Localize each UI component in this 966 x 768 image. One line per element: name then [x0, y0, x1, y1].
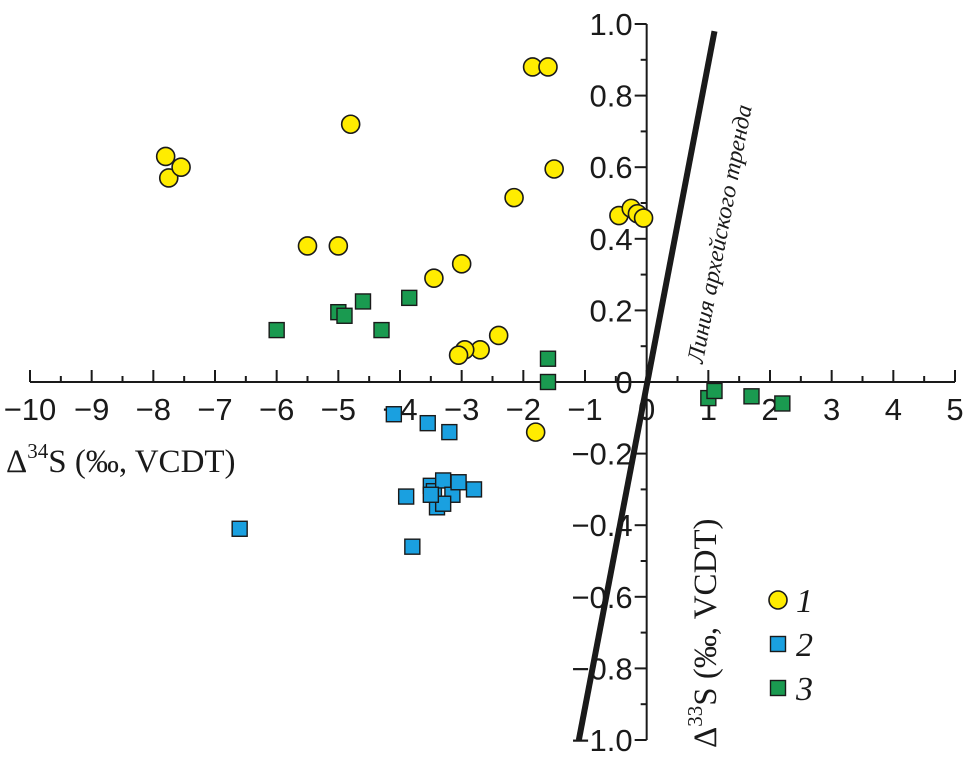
data-point-series-1 [525, 422, 546, 442]
x-tick-label: −3 [444, 392, 479, 427]
x-tick-label: 4 [885, 392, 902, 427]
data-point-series-1 [488, 325, 509, 346]
data-point-series-3 [336, 307, 353, 324]
legend-label-series-2: 2 [796, 627, 813, 664]
legend: 1 2 3 [768, 583, 813, 708]
data-point-series-1 [633, 208, 654, 228]
y-tick-label: 0.6 [590, 150, 633, 185]
x-tick-label: −7 [197, 392, 232, 427]
x-axis-title-sup: 34 [27, 439, 49, 463]
data-point-series-2 [397, 488, 415, 505]
data-point-series-2 [231, 520, 248, 537]
data-point-series-1 [538, 57, 558, 77]
x-tick-label: 5 [946, 392, 963, 427]
data-point-series-1 [171, 157, 191, 177]
legend-label-series-3: 3 [795, 671, 813, 708]
data-point-series-3 [539, 350, 557, 367]
data-point-series-1 [504, 187, 524, 208]
y-axis-title-rest: S (‰, VCDT) [688, 518, 724, 705]
y-tick-label: 0.4 [590, 222, 633, 257]
data-point-series-3 [706, 382, 723, 400]
x-axis-title-rest: S (‰, VCDT) [48, 444, 235, 480]
x-tick-label: 0 [638, 392, 655, 427]
x-axis-title: Δ34S (‰, VCDT) [6, 439, 236, 480]
data-point-series-3 [743, 388, 760, 405]
data-point-series-3 [774, 395, 791, 412]
data-point-series-2 [422, 486, 440, 503]
data-point-series-3 [268, 321, 285, 339]
data-point-series-2 [404, 538, 421, 555]
data-point-series-3 [373, 321, 390, 339]
data-point-series-2 [434, 472, 452, 489]
x-tick-label: −2 [506, 392, 541, 427]
y-axis-title-sup: 33 [683, 706, 707, 727]
data-point-series-1 [424, 268, 444, 288]
y-tick-label: −1.0 [571, 723, 632, 758]
legend-label-series-1: 1 [796, 583, 813, 620]
data-point-series-2 [441, 423, 458, 441]
x-tick-label: 3 [823, 392, 840, 427]
y-axis-title-delta: Δ [688, 727, 724, 748]
y-tick-label: −0.4 [571, 508, 632, 543]
y-tick-label: −0.8 [571, 651, 632, 686]
y-tick-label: 0.8 [590, 79, 633, 114]
x-axis-title-delta: Δ [6, 444, 27, 480]
data-point-series-3 [401, 289, 418, 307]
x-tick-label: −9 [74, 392, 109, 427]
data-point-series-3 [354, 293, 372, 310]
legend-marker-series-3 [769, 679, 787, 697]
data-point-series-1 [451, 254, 472, 274]
y-ticks: 1.0 0.8 0.6 0.4 0.2 −0.2 −0.4 −0.6 −0.8 −1.0 0 [571, 7, 647, 758]
y-tick-label: −0.6 [571, 580, 632, 615]
data-point-series-1 [544, 159, 564, 179]
data-point-series-1 [448, 345, 469, 365]
x-tick-label: −5 [321, 392, 356, 427]
y-tick-label: 0.2 [590, 293, 633, 328]
data-point-series-1 [158, 168, 179, 188]
data-point-series-2 [385, 406, 403, 423]
data-point-series-1 [297, 236, 318, 256]
x-tick-label: −10 [4, 392, 57, 427]
y-tick-label: −0.2 [571, 437, 632, 472]
data-point-series-2 [434, 495, 452, 512]
x-tick-label: −8 [136, 392, 171, 427]
data-point-series-2 [465, 481, 483, 498]
data-point-series-2 [419, 414, 436, 432]
data-point-series-1 [155, 146, 176, 167]
y-axis-title: Δ33S (‰, VCDT) [683, 518, 724, 748]
x-tick-label: −1 [567, 392, 602, 427]
x-tick-label: −6 [259, 392, 294, 427]
y-tick-label: 1.0 [590, 7, 633, 42]
data-point-series-2 [450, 474, 467, 491]
points-layer [155, 57, 791, 555]
y-tick-label-zero: 0 [615, 365, 632, 400]
legend-marker-series-2 [769, 635, 787, 653]
data-point-series-3 [539, 373, 557, 391]
data-point-series-1 [328, 236, 349, 256]
data-point-series-1 [340, 114, 361, 135]
legend-marker-series-1 [768, 590, 788, 610]
